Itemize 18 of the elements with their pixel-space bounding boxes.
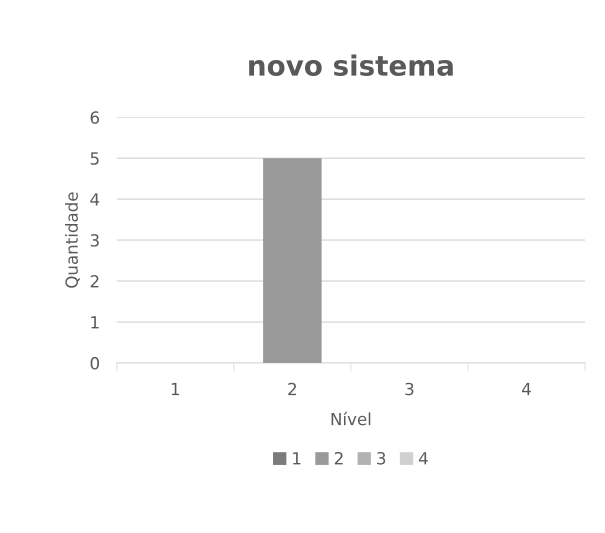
legend-label: 1 [293,452,300,464]
y-axis-title: Quantidade [65,192,80,288]
legend-label: 2 [334,452,343,464]
y-tick-label: 6 [90,111,100,124]
x-tick-label: 3 [405,382,414,396]
x-tick-label: 2 [288,382,296,396]
x-tick-label: 1 [172,382,180,396]
y-tick-label: 1 [91,316,99,328]
x-tick-label: 4 [522,382,531,396]
y-tick-label: 5 [90,152,99,165]
y-tick-label: 0 [90,356,99,370]
x-axis-title: Nível [332,412,370,426]
chart-title: novo sistema [249,54,453,76]
legend-label: 3 [377,452,386,465]
legend-label: 4 [418,452,428,464]
y-tick-label: 2 [90,275,98,288]
y-tick-label: 3 [90,234,99,247]
y-tick-label: 4 [90,193,100,206]
